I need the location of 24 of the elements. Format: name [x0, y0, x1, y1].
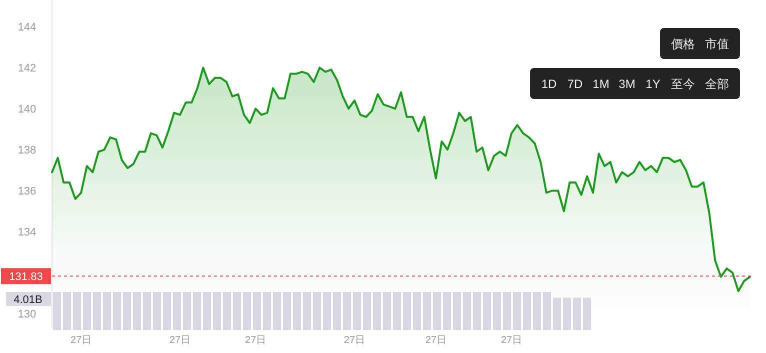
annotation: 價格: [671, 37, 695, 51]
y-tick-label: 130: [18, 308, 36, 321]
y-tick-label: 138: [18, 144, 36, 157]
annotation: 7D: [567, 77, 583, 91]
y-tick-label: 136: [18, 186, 36, 198]
y-tick-label: 134: [18, 226, 36, 239]
annotation: 1M: [592, 77, 610, 91]
x-tick-label: 27日: [500, 335, 522, 346]
annotation: 1D: [541, 77, 557, 91]
y-tick-label: 144: [18, 22, 36, 34]
ref-line-label: 131.83: [9, 271, 43, 284]
x-tick-label: 27日: [169, 335, 191, 346]
annotation: 1Y: [646, 77, 660, 91]
annotation: 市值: [705, 37, 729, 51]
x-tick-label: 27日: [425, 335, 446, 346]
x-tick-label: 27日: [245, 335, 266, 346]
y-tick-label: 142: [18, 62, 36, 75]
x-tick-label: 27日: [70, 335, 92, 346]
annotation: 3M: [618, 77, 636, 91]
annotation: 全部: [705, 77, 729, 91]
y-tick-label: 140: [18, 104, 36, 116]
annotation: 至今: [671, 77, 695, 91]
x-tick-label: 27日: [344, 335, 366, 346]
text: 4.01B: [14, 294, 42, 306]
